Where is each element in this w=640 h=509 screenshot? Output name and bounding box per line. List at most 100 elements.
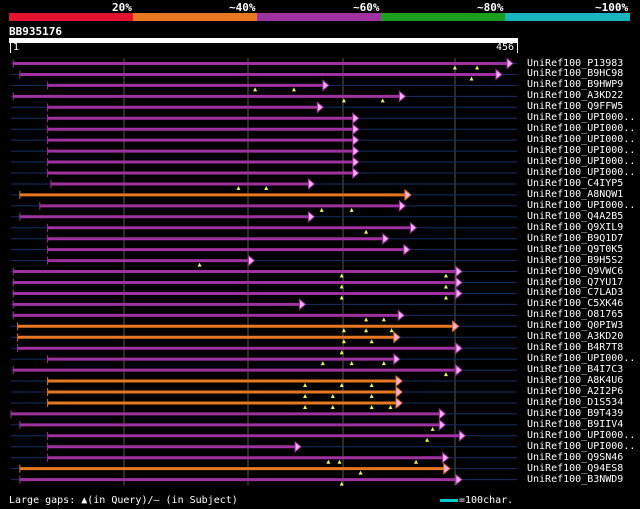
hit-label[interactable]: UniRef100_A3KD20 bbox=[527, 331, 624, 343]
hit-label[interactable]: UniRef100_O81765 bbox=[527, 309, 624, 321]
query-gap-marker bbox=[369, 339, 374, 344]
hit-end-arrow bbox=[397, 309, 406, 322]
hit-label[interactable]: UniRef100_D1S534 bbox=[527, 396, 624, 408]
hit-label[interactable]: UniRef100_UPI000.. bbox=[527, 145, 636, 157]
hit-end-arrow bbox=[438, 418, 447, 431]
hit-end-arrow bbox=[455, 276, 463, 289]
query-gap-marker bbox=[389, 328, 394, 333]
hit-end-arrow bbox=[398, 199, 407, 212]
hit-label[interactable]: UniRef100_UPI000.. bbox=[527, 167, 636, 178]
hit-label[interactable]: UniRef100_Q94ES8 bbox=[527, 462, 624, 474]
legend-swatch-red bbox=[9, 13, 133, 21]
hit-end-arrow bbox=[352, 112, 360, 125]
hit-end-arrow bbox=[506, 57, 514, 70]
hit-label[interactable]: UniRef100_UPI000.. bbox=[527, 134, 636, 146]
hit-label[interactable]: UniRef100_A8K4U6 bbox=[527, 375, 624, 387]
query-gap-marker bbox=[303, 383, 308, 388]
hit-label[interactable]: UniRef100_UPI000.. bbox=[527, 123, 636, 135]
query-gap-marker bbox=[339, 350, 344, 355]
hit-label[interactable]: UniRef100_Q9SN46 bbox=[527, 451, 624, 463]
query-gap-marker bbox=[339, 284, 344, 289]
hit-end-arrow bbox=[393, 331, 401, 344]
query-gap-marker bbox=[341, 328, 346, 333]
hit-label[interactable]: UniRef100_Q9FFW5 bbox=[527, 101, 624, 113]
hit-label[interactable]: UniRef100_P13983 bbox=[527, 57, 624, 69]
hit-end-arrow bbox=[403, 243, 411, 256]
hit-label[interactable]: UniRef100_A2I2P6 bbox=[527, 386, 624, 397]
legend-label-40: ~40% bbox=[229, 1, 256, 14]
query-gap-marker bbox=[364, 328, 369, 333]
hit-end-arrow bbox=[299, 298, 307, 311]
hit-label[interactable]: UniRef100_B9T439 bbox=[527, 407, 624, 419]
hit-end-arrow bbox=[395, 385, 403, 399]
hit-label[interactable]: UniRef100_UPI000.. bbox=[527, 156, 636, 168]
query-gap-marker bbox=[236, 185, 241, 190]
query-gap-marker bbox=[264, 185, 269, 190]
query-gap-marker bbox=[381, 317, 386, 322]
hit-end-arrow bbox=[495, 68, 503, 81]
hit-end-arrow bbox=[442, 451, 450, 464]
hit-label[interactable]: UniRef100_C7LAD3 bbox=[527, 287, 624, 299]
hit-end-arrow bbox=[395, 396, 403, 410]
hit-label[interactable]: UniRef100_B4I7C3 bbox=[527, 364, 624, 376]
query-gap-marker bbox=[339, 273, 344, 278]
hit-label[interactable]: UniRef100_B3NWD9 bbox=[527, 473, 624, 485]
hit-label[interactable]: UniRef100_B9IIV4 bbox=[527, 418, 624, 430]
query-gap-marker bbox=[339, 481, 344, 486]
hit-label[interactable]: UniRef100_Q9VWC6 bbox=[527, 265, 624, 277]
query-gap-marker bbox=[443, 295, 448, 300]
query-gap-marker bbox=[364, 229, 369, 234]
hit-end-arrow bbox=[393, 353, 401, 366]
query-gap-marker bbox=[430, 426, 435, 431]
hit-label[interactable]: UniRef100_B9HC98 bbox=[527, 68, 624, 80]
hit-label[interactable]: UniRef100_B4R7T8 bbox=[527, 342, 624, 354]
query-gap-marker bbox=[319, 207, 324, 212]
hit-label[interactable]: UniRef100_A8NQW1 bbox=[527, 188, 624, 200]
hit-end-arrow bbox=[307, 210, 316, 223]
hit-label[interactable]: UniRef100_UPI000.. bbox=[527, 112, 636, 124]
legend-label-80: ~80% bbox=[477, 1, 504, 14]
hit-label[interactable]: UniRef100_B9H5S2 bbox=[527, 254, 624, 266]
hit-end-arrow bbox=[458, 429, 467, 442]
hit-end-arrow bbox=[455, 265, 463, 278]
hit-label[interactable]: UniRef100_Q4A2B5 bbox=[527, 210, 624, 222]
hit-label[interactable]: UniRef100_UPI000.. bbox=[527, 440, 636, 452]
query-gap-marker bbox=[475, 65, 480, 70]
hit-end-arrow bbox=[316, 101, 325, 114]
hit-label[interactable]: UniRef100_B9Q1D7 bbox=[527, 232, 624, 244]
hit-label[interactable]: UniRef100_A3KD22 bbox=[527, 90, 624, 102]
hit-end-arrow bbox=[398, 90, 407, 103]
hit-label[interactable]: UniRef100_UPI000.. bbox=[527, 429, 636, 441]
query-gap-marker bbox=[291, 87, 296, 92]
query-gap-marker bbox=[452, 65, 457, 70]
query-gap-marker bbox=[358, 470, 363, 475]
hit-label[interactable]: UniRef100_Q9XIL9 bbox=[527, 221, 624, 233]
hit-label[interactable]: UniRef100_Q0PIW3 bbox=[527, 320, 624, 332]
hit-label[interactable]: UniRef100_UPI000.. bbox=[527, 199, 636, 211]
legend-label-20: 20% bbox=[112, 1, 132, 14]
query-gap-marker bbox=[364, 317, 369, 322]
ruler-start-tick bbox=[10, 43, 11, 53]
query-gap-marker bbox=[381, 361, 386, 366]
gap-legend: Large gaps: ▲(in Query)/– (in Subject) bbox=[9, 495, 238, 506]
query-gap-marker bbox=[443, 273, 448, 278]
legend-swatch-orange bbox=[133, 13, 257, 21]
hit-end-arrow bbox=[452, 320, 460, 333]
hit-label[interactable]: UniRef100_C5XK46 bbox=[527, 298, 624, 310]
query-gap-marker bbox=[369, 404, 374, 409]
query-gap-marker bbox=[330, 404, 335, 409]
hit-label[interactable]: UniRef100_Q9T0K5 bbox=[527, 243, 624, 255]
hit-label[interactable]: UniRef100_C4IYP5 bbox=[527, 177, 624, 189]
hit-end-arrow bbox=[322, 79, 330, 92]
hit-label[interactable]: UniRef100_Q7YU17 bbox=[527, 276, 624, 288]
hit-end-arrow bbox=[455, 473, 463, 486]
hit-label[interactable]: UniRef100_UPI000.. bbox=[527, 353, 636, 365]
query-gap-marker bbox=[303, 394, 308, 398]
hit-end-arrow bbox=[352, 145, 360, 158]
query-gap-marker bbox=[341, 98, 346, 103]
hit-end-arrow bbox=[455, 364, 463, 377]
hit-end-arrow bbox=[438, 407, 447, 420]
hit-label[interactable]: UniRef100_B9HWP9 bbox=[527, 79, 624, 91]
hit-end-arrow bbox=[352, 123, 360, 136]
